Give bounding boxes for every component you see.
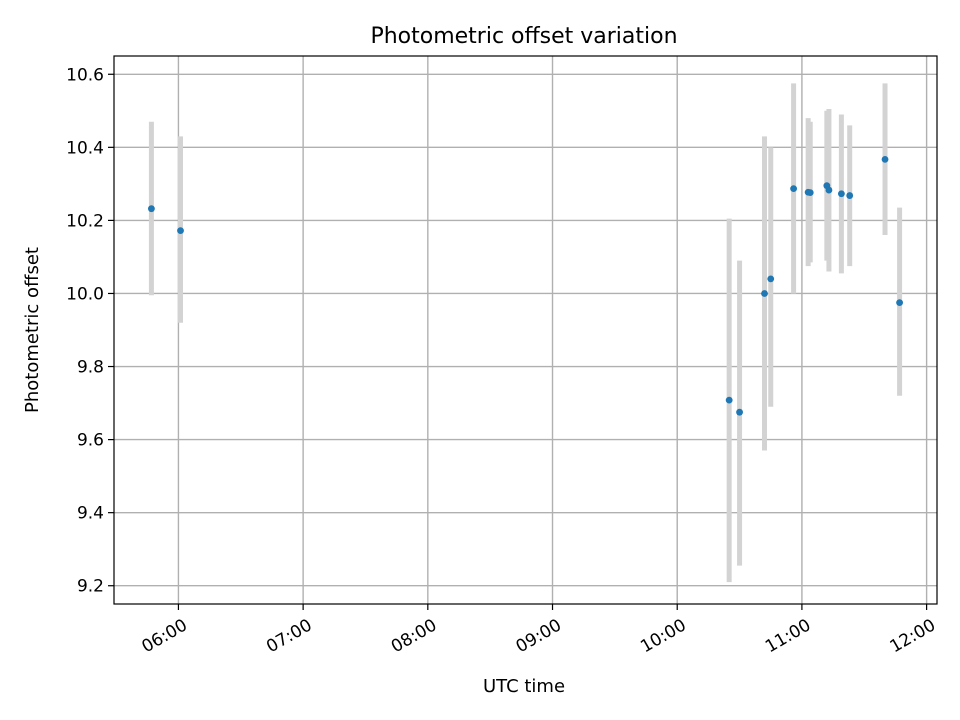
data-point <box>806 189 814 197</box>
data-points <box>148 155 903 416</box>
x-tick-label: 07:00 <box>263 615 315 657</box>
y-tick-label: 10.0 <box>66 284 104 304</box>
data-point <box>881 155 889 163</box>
data-point <box>896 299 903 306</box>
y-gridlines <box>114 73 937 587</box>
y-axis-ticks: 9.2 9.4 9.6 9.8 10.0 10.2 10.4 10.6 <box>66 65 114 597</box>
plot-frame <box>113 55 938 605</box>
x-tick-label: 09:00 <box>513 615 565 657</box>
x-tick-label: 10:00 <box>637 615 689 657</box>
x-tick-label: 06:00 <box>138 615 190 657</box>
chart-title: Photometric offset variation <box>370 24 677 49</box>
data-point <box>725 396 733 404</box>
x-axis-ticks: 06:00 07:00 08:00 09:00 10:00 11:00 12:00 <box>138 604 939 657</box>
y-tick-label: 9.8 <box>77 358 104 378</box>
data-point <box>761 290 768 297</box>
x-tick-label: 11:00 <box>762 615 814 657</box>
data-point <box>177 227 184 235</box>
y-tick-label: 9.4 <box>77 504 104 524</box>
y-tick-label: 10.6 <box>66 65 104 85</box>
data-point <box>846 192 854 199</box>
data-point <box>736 408 743 416</box>
x-axis-label: UTC time <box>483 676 565 697</box>
error-bars <box>148 83 903 583</box>
x-tick-label: 12:00 <box>887 615 939 657</box>
y-tick-label: 9.2 <box>77 577 104 597</box>
data-point <box>767 275 775 283</box>
x-tick-label: 08:00 <box>388 615 440 657</box>
y-tick-label: 9.6 <box>77 431 104 451</box>
y-tick-label: 10.4 <box>66 138 104 158</box>
data-point <box>825 186 833 194</box>
data-point <box>837 190 845 198</box>
data-point <box>790 185 797 193</box>
y-axis-label: Photometric offset <box>22 247 43 413</box>
data-point <box>148 205 155 213</box>
x-gridlines <box>177 56 928 604</box>
y-tick-label: 10.2 <box>66 211 104 231</box>
